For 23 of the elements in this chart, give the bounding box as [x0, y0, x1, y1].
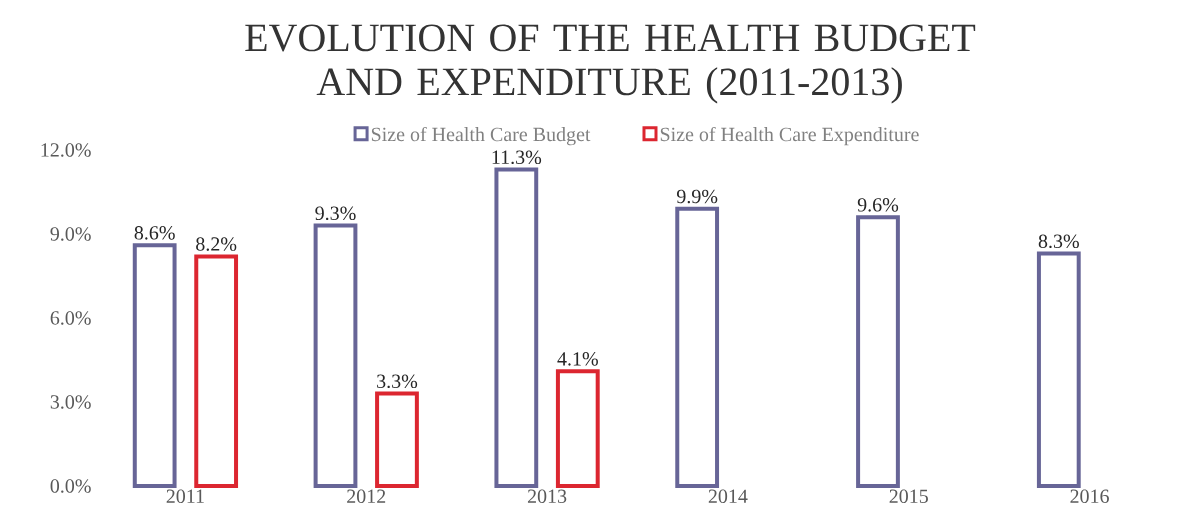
x-tick-label: 2013	[527, 489, 567, 504]
y-tick-label: 12.0%	[41, 143, 91, 157]
legend-label: Size of Health Care Expenditure	[660, 126, 919, 146]
y-tick-label: 0.0%	[50, 479, 91, 493]
x-tick-label: 2016	[1070, 489, 1109, 504]
chart-title: EVOLUTION OF THE HEALTH BUDGET AND EXPENDITURE (2011-2013)	[245, 24, 976, 104]
x-tick-label: 2014	[708, 489, 748, 504]
data-label: 11.3%	[492, 150, 542, 165]
data-label: 9.3%	[315, 206, 356, 221]
y-tick-label: 3.0%	[50, 395, 91, 409]
legend-label: Size of Health Care Budget	[371, 126, 591, 146]
x-tick-label: 2011	[166, 489, 204, 504]
data-label: 8.2%	[196, 237, 237, 251]
data-label: 9.6%	[857, 198, 899, 212]
data-label: 3.3%	[377, 374, 418, 389]
data-label: 8.6%	[134, 226, 175, 240]
x-tick-label: 2015	[889, 489, 928, 504]
data-label: 9.9%	[676, 189, 718, 204]
data-label: 4.1%	[557, 352, 598, 366]
y-tick-label: 9.0%	[50, 227, 91, 241]
data-label: 8.3%	[1038, 234, 1079, 249]
y-tick-label: 6.0%	[50, 311, 91, 325]
x-tick-label: 2012	[347, 489, 386, 504]
